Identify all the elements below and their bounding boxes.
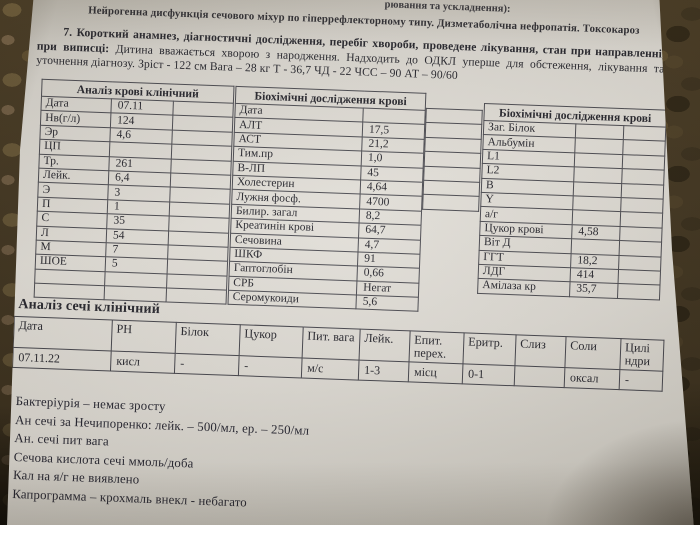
empty-cell xyxy=(620,197,664,214)
parameter-name: Амілаза кр xyxy=(477,278,571,297)
column-header: Цукор xyxy=(239,324,304,358)
empty-cell xyxy=(617,283,661,300)
urine-value-cell: 1-3 xyxy=(358,360,410,382)
column-header: Епит. перех. xyxy=(409,330,465,364)
empty-cell xyxy=(166,288,227,305)
empty-cell xyxy=(618,269,661,286)
empty-cell xyxy=(422,194,480,212)
empty-cell xyxy=(623,125,666,142)
column-header: Пит. вага xyxy=(302,326,361,361)
column-header: Лейк. xyxy=(359,329,411,362)
empty-cell xyxy=(621,168,665,185)
column-header: Білок xyxy=(175,322,241,356)
table-row xyxy=(422,194,480,212)
empty-cell xyxy=(619,240,662,257)
empty-cell xyxy=(622,139,666,156)
empty-cell xyxy=(620,211,663,228)
column-header: Цилі ндри xyxy=(619,338,664,372)
empty-cell xyxy=(618,255,662,271)
empty-cell xyxy=(622,154,665,171)
biochem-table-right: Біохімічні дослідження крові Заг. Білок … xyxy=(477,103,667,300)
column-header: Еритр. xyxy=(462,332,517,366)
urine-analysis-table: Дата РН Білок Цукор Пит. вага Лейк. Епит. пере… xyxy=(12,316,664,392)
biochem-table-mid: Біохімічні дослідження крові Дата АЛТ 17… xyxy=(227,86,426,312)
urine-value-cell: м/с xyxy=(301,357,360,381)
urine-value-cell: - xyxy=(238,355,303,378)
parameter-value: 4,58 xyxy=(571,224,621,241)
urine-value-cell: місц xyxy=(408,361,463,384)
empty-column-table xyxy=(422,108,483,212)
empty-cell xyxy=(621,183,664,200)
urine-value-cell: кисл xyxy=(110,350,176,374)
column-header: Дата xyxy=(13,316,113,351)
urine-value-cell: 0-1 xyxy=(462,363,515,386)
column-header: РН xyxy=(111,319,177,354)
cut-off-top-line: рювання та ускладнення): xyxy=(384,0,511,15)
urine-value-cell: - xyxy=(174,353,240,376)
column-header: Слиз xyxy=(514,334,567,368)
empty-cell xyxy=(619,226,663,243)
photo-of-medical-document: { "header": { "cut_line_fragment": "рюва… xyxy=(0,0,700,525)
blood-analysis-table: Аналіз крові клінічний Дата 07.11 Нв(г/л… xyxy=(34,79,235,305)
urine-value-cell: 07.11.22 xyxy=(12,347,112,371)
result-notes: Бактеріурія – немає зросту Ан сечі за Неч… xyxy=(12,392,310,514)
document-sheet: рювання та ускладнення): Нейрогенна дисф… xyxy=(6,0,696,525)
column-header: Соли xyxy=(564,336,622,370)
urine-value-cell: - xyxy=(619,369,663,392)
parameter-value: 18,2 xyxy=(570,253,620,270)
parameter-value: 35,7 xyxy=(569,282,619,299)
urine-value-cell xyxy=(514,365,565,388)
parameter-value: 414 xyxy=(570,267,619,284)
urine-value-cell: оксал xyxy=(564,367,620,390)
parameter-value: 5,6 xyxy=(355,294,419,312)
